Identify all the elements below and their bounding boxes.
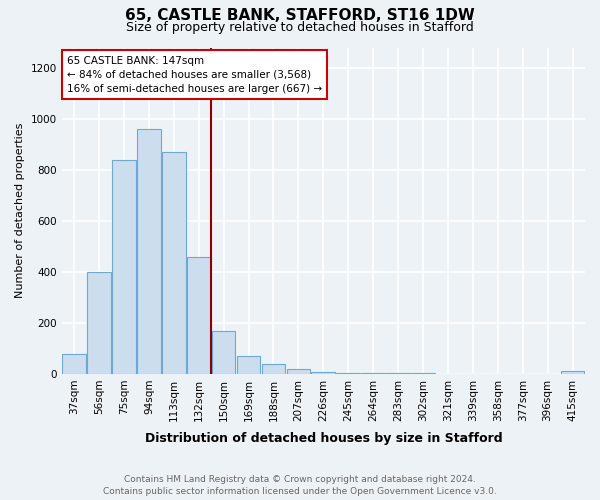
X-axis label: Distribution of detached houses by size in Stafford: Distribution of detached houses by size … (145, 432, 502, 445)
Bar (87, 272, 111, 374)
Bar (212, 330, 235, 374)
Bar (62, 354, 86, 374)
Text: Contains HM Land Registry data © Crown copyright and database right 2024.
Contai: Contains HM Land Registry data © Crown c… (103, 474, 497, 496)
Bar (137, 129, 161, 374)
Text: 65 CASTLE BANK: 147sqm
← 84% of detached houses are smaller (3,568)
16% of semi-: 65 CASTLE BANK: 147sqm ← 84% of detached… (67, 56, 322, 94)
Bar (311, 372, 335, 374)
Bar (361, 373, 385, 374)
Bar (561, 372, 584, 374)
Text: 65, CASTLE BANK, STAFFORD, ST16 1DW: 65, CASTLE BANK, STAFFORD, ST16 1DW (125, 8, 475, 22)
Bar (262, 364, 286, 374)
Text: Size of property relative to detached houses in Stafford: Size of property relative to detached ho… (126, 21, 474, 34)
Bar (287, 369, 310, 374)
Y-axis label: Number of detached properties: Number of detached properties (15, 123, 25, 298)
Bar (112, 160, 136, 374)
Bar (162, 152, 185, 374)
Bar (187, 256, 211, 374)
Bar (237, 356, 260, 374)
Bar (337, 372, 360, 374)
